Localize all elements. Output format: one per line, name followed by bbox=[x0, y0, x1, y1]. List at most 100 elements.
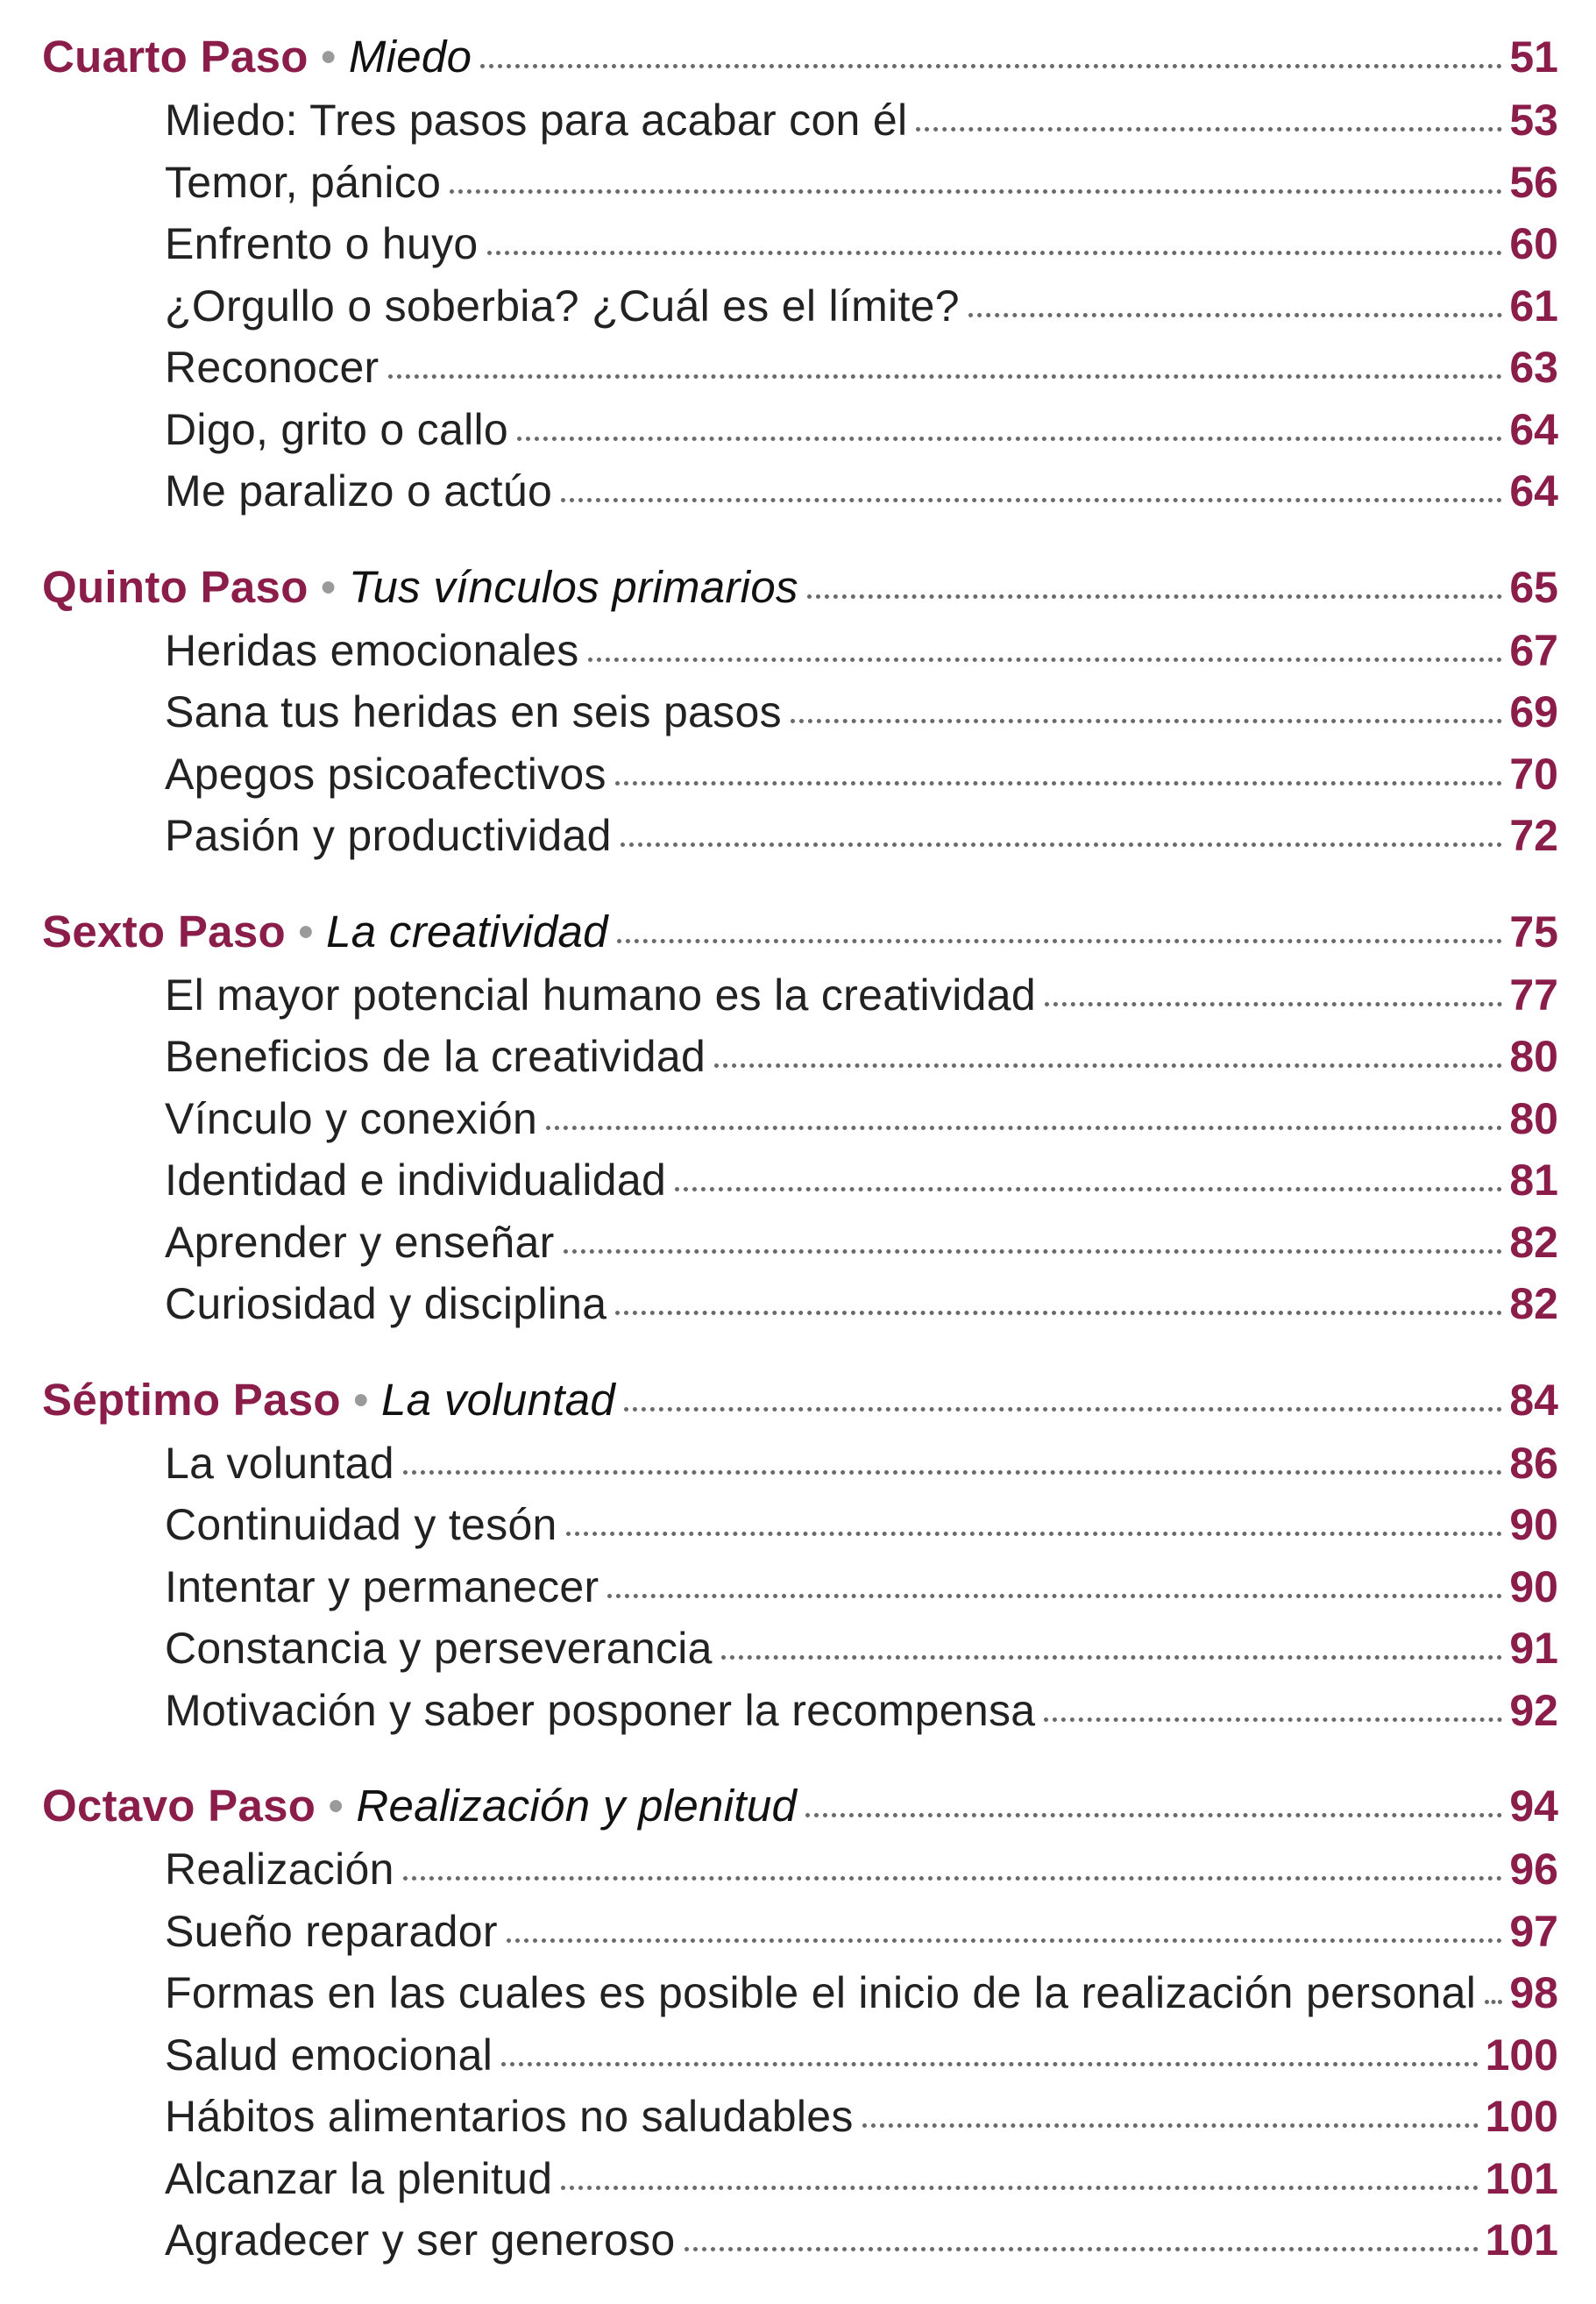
toc-entry[interactable]: Apegos psicoafectivos 70 bbox=[42, 743, 1558, 806]
page-number: 67 bbox=[1509, 625, 1558, 675]
entry-title: La voluntad bbox=[165, 1438, 394, 1488]
page-number: 70 bbox=[1509, 749, 1558, 799]
bullet-separator: • bbox=[352, 1374, 370, 1425]
toc-entry[interactable]: Sueño reparador 97 bbox=[42, 1901, 1558, 1963]
entry-title: Motivación y saber posponer la recompens… bbox=[165, 1685, 1036, 1735]
dot-leader bbox=[720, 1655, 1502, 1660]
step-theme: Miedo bbox=[348, 32, 472, 82]
toc-entry[interactable]: Salud emocional 100 bbox=[42, 2024, 1558, 2087]
dot-leader bbox=[916, 127, 1502, 132]
dot-leader bbox=[805, 1813, 1502, 1817]
entry-title: Hábitos alimentarios no saludables bbox=[165, 2092, 854, 2141]
table-of-contents: Cuarto Paso • Miedo 51 Miedo: Tres pasos par… bbox=[42, 25, 1558, 2304]
toc-entry[interactable]: Alcanzar la plenitud 101 bbox=[42, 2148, 1558, 2210]
page-number: 86 bbox=[1509, 1438, 1558, 1488]
dot-leader bbox=[684, 2247, 1479, 2251]
dot-leader bbox=[506, 1938, 1502, 1943]
toc-entry[interactable]: La voluntad 86 bbox=[42, 1433, 1558, 1495]
dot-leader bbox=[607, 1593, 1502, 1598]
dot-leader bbox=[616, 938, 1502, 943]
toc-entry[interactable]: Beneficios de la creatividad 80 bbox=[42, 1026, 1558, 1088]
entry-title: Pasión y productividad bbox=[165, 811, 612, 860]
section-title: Séptimo Paso • La voluntad bbox=[42, 1368, 615, 1433]
page-number: 81 bbox=[1509, 1156, 1558, 1205]
toc-entry[interactable]: Constancia y perseverancia 91 bbox=[42, 1618, 1558, 1680]
toc-entry[interactable]: Vínculo y conexión 80 bbox=[42, 1088, 1558, 1150]
page-number: 94 bbox=[1509, 1781, 1558, 1831]
toc-entry[interactable]: Heridas emocionales 67 bbox=[42, 620, 1558, 682]
toc-section-heading[interactable]: Octavo Paso • Realización y plenitud 94 bbox=[42, 1774, 1558, 1838]
entry-title: Miedo: Tres pasos para acabar con él bbox=[165, 96, 908, 145]
step-label: Octavo Paso bbox=[42, 1781, 316, 1831]
bullet-separator: • bbox=[320, 561, 337, 612]
toc-entry[interactable]: Me paralizo o actúo 64 bbox=[42, 460, 1558, 523]
dot-leader bbox=[806, 594, 1502, 599]
toc-entry[interactable]: Hábitos alimentarios no saludables 100 bbox=[42, 2086, 1558, 2148]
page-number: 51 bbox=[1509, 32, 1558, 82]
toc-entry[interactable]: Digo, grito o callo 64 bbox=[42, 399, 1558, 461]
page-number: 101 bbox=[1485, 2215, 1558, 2265]
toc-entry[interactable]: Sana tus heridas en seis pasos 69 bbox=[42, 681, 1558, 743]
entry-title: Sueño reparador bbox=[165, 1906, 498, 1956]
entry-title: Constancia y perseverancia bbox=[165, 1624, 713, 1673]
entry-title: Heridas emocionales bbox=[165, 625, 579, 675]
entry-title: Identidad e individualidad bbox=[165, 1156, 667, 1205]
toc-entry[interactable]: Formas en las cuales es posible el inici… bbox=[42, 1962, 1558, 2024]
step-label: Sexto Paso bbox=[42, 906, 286, 956]
toc-entry[interactable]: Identidad e individualidad 81 bbox=[42, 1149, 1558, 1212]
toc-entry[interactable]: Intentar y permanecer 90 bbox=[42, 1556, 1558, 1618]
dot-leader bbox=[620, 843, 1502, 847]
page-number: 100 bbox=[1485, 2030, 1558, 2080]
page-number: 64 bbox=[1509, 466, 1558, 516]
toc-entry[interactable]: Continuidad y tesón 90 bbox=[42, 1494, 1558, 1556]
toc-entry[interactable]: Curiosidad y disciplina 82 bbox=[42, 1273, 1558, 1335]
dot-leader bbox=[387, 374, 1502, 379]
toc-entry[interactable]: Realización 96 bbox=[42, 1838, 1558, 1901]
toc-section-heading[interactable]: Cuarto Paso • Miedo 51 bbox=[42, 25, 1558, 89]
dot-leader bbox=[402, 1469, 1502, 1475]
entry-title: Sana tus heridas en seis pasos bbox=[165, 687, 782, 736]
dot-leader bbox=[561, 2185, 1479, 2190]
toc-entry[interactable]: Pasión y productividad 72 bbox=[42, 805, 1558, 867]
dot-leader bbox=[1044, 1717, 1502, 1722]
toc-section-heading[interactable]: Sexto Paso • La creatividad 75 bbox=[42, 900, 1558, 964]
entry-title: Formas en las cuales es posible el inici… bbox=[165, 1968, 1477, 2017]
bullet-separator: • bbox=[320, 32, 337, 82]
dot-leader bbox=[624, 1406, 1502, 1412]
dot-leader bbox=[480, 64, 1502, 68]
page-number: 77 bbox=[1509, 970, 1558, 1020]
toc-entry[interactable]: Aprender y enseñar 82 bbox=[42, 1212, 1558, 1274]
dot-leader bbox=[968, 312, 1502, 317]
page-number: 69 bbox=[1509, 687, 1558, 736]
toc-entry[interactable]: Miedo: Tres pasos para acabar con él 53 bbox=[42, 89, 1558, 152]
toc-section-heading[interactable]: Séptimo Paso • La voluntad 84 bbox=[42, 1368, 1558, 1433]
toc-entry[interactable]: Temor, pánico 56 bbox=[42, 152, 1558, 214]
toc-entry[interactable]: Enfrento o huyo 60 bbox=[42, 213, 1558, 275]
page-number: 63 bbox=[1509, 343, 1558, 392]
toc-entry[interactable]: Reconocer 63 bbox=[42, 337, 1558, 399]
section-title: Sexto Paso • La creatividad bbox=[42, 900, 608, 964]
page-number: 90 bbox=[1509, 1500, 1558, 1549]
entry-title: Vínculo y conexión bbox=[165, 1093, 538, 1143]
entry-title: El mayor potencial humano es la creativi… bbox=[165, 970, 1036, 1020]
step-label: Quinto Paso bbox=[42, 561, 309, 612]
page-number: 75 bbox=[1509, 907, 1558, 956]
dot-leader bbox=[1485, 2000, 1502, 2004]
entry-title: Realización bbox=[165, 1845, 394, 1894]
toc-entry[interactable]: El mayor potencial humano es la creativi… bbox=[42, 964, 1558, 1027]
entry-title: Digo, grito o callo bbox=[165, 404, 509, 454]
dot-leader bbox=[614, 780, 1502, 786]
step-theme: La creatividad bbox=[326, 906, 608, 956]
page-number: 92 bbox=[1509, 1685, 1558, 1735]
toc-entry[interactable]: ¿Orgullo o soberbia? ¿Cuál es el límite?… bbox=[42, 275, 1558, 338]
dot-leader bbox=[675, 1187, 1502, 1191]
dot-leader bbox=[565, 1532, 1502, 1536]
dot-leader bbox=[501, 2061, 1479, 2066]
dot-leader bbox=[615, 1311, 1502, 1315]
toc-section-heading[interactable]: Quinto Paso • Tus vínculos primarios 65 bbox=[42, 555, 1558, 620]
entry-title: Me paralizo o actúo bbox=[165, 466, 553, 516]
toc-entry[interactable]: Agradecer y ser generoso 101 bbox=[42, 2209, 1558, 2272]
toc-section: Séptimo Paso • La voluntad 84 La voluntad 86 C… bbox=[42, 1368, 1558, 1742]
toc-entry[interactable]: Motivación y saber posponer la recompens… bbox=[42, 1680, 1558, 1742]
dot-leader bbox=[517, 436, 1502, 441]
